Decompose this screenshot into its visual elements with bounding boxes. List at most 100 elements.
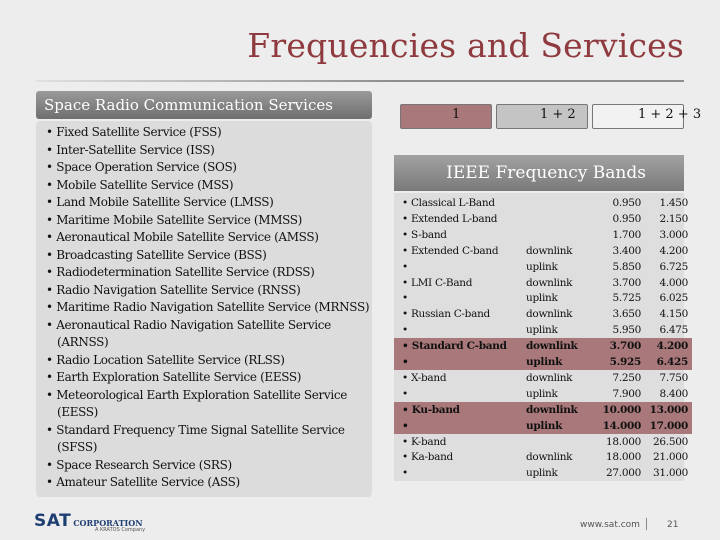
band-high-ghz: 31.000 bbox=[653, 467, 688, 480]
band-row: Ka-band downlink 18.000 21.000 bbox=[394, 450, 690, 466]
band-high-ghz: 6.025 bbox=[659, 292, 688, 305]
band-row: uplink 27.000 31.000 bbox=[394, 466, 690, 482]
band-low-ghz: 10.000 bbox=[602, 403, 642, 416]
band-low-ghz: 7.250 bbox=[612, 371, 641, 384]
service-item: Amateur Satellite Service (ASS) bbox=[46, 474, 371, 492]
service-item: Aeronautical Mobile Satellite Service (A… bbox=[46, 229, 371, 247]
band-row: Extended L-band 0.950 2.150 bbox=[394, 212, 690, 228]
band-row: LMI C-Band downlink 3.700 4.000 bbox=[394, 276, 690, 292]
slide-title: Frequencies and Services bbox=[247, 26, 684, 65]
band-low-ghz: 18.000 bbox=[606, 451, 641, 464]
band-link: downlink bbox=[526, 371, 573, 384]
band-row: uplink 5.725 6.025 bbox=[394, 291, 690, 307]
band-low-ghz: 14.000 bbox=[602, 419, 642, 432]
service-item: Maritime Mobile Satellite Service (MMSS) bbox=[46, 212, 371, 230]
service-item: Inter-Satellite Service (ISS) bbox=[46, 142, 371, 160]
band-row: uplink 7.900 8.400 bbox=[394, 387, 690, 403]
service-item: Radio Navigation Satellite Service (RNSS… bbox=[46, 282, 371, 300]
band-row: Extended C-band downlink 3.400 4.200 bbox=[394, 244, 690, 260]
sat-logo: SAT CORPORATION bbox=[34, 511, 143, 531]
band-link: uplink bbox=[526, 356, 563, 368]
band-row: X-band downlink 7.250 7.750 bbox=[394, 371, 690, 387]
band-row: Classical L-Band 0.950 1.450 bbox=[394, 196, 690, 212]
band-low-ghz: 3.400 bbox=[612, 244, 641, 257]
band-name bbox=[402, 355, 408, 370]
band-name: Ka-band bbox=[402, 450, 453, 465]
band-low-ghz: 27.000 bbox=[606, 467, 641, 480]
band-name bbox=[402, 323, 408, 338]
band-row: uplink 5.925 6.425 bbox=[394, 354, 692, 371]
band-row: S-band 1.700 3.000 bbox=[394, 228, 690, 244]
band-name bbox=[402, 466, 408, 481]
band-high-ghz: 13.000 bbox=[649, 403, 689, 416]
band-low-ghz: 0.950 bbox=[612, 197, 641, 209]
band-row: uplink 14.000 17.000 bbox=[394, 417, 692, 435]
band-high-ghz: 1.450 bbox=[659, 197, 688, 209]
service-item: Radio Location Satellite Service (RLSS) bbox=[46, 352, 371, 370]
band-low-ghz: 5.950 bbox=[612, 324, 641, 337]
band-low-ghz: 5.725 bbox=[612, 292, 641, 305]
band-name: Ku-band bbox=[402, 403, 460, 418]
band-high-ghz: 3.000 bbox=[659, 228, 688, 241]
band-row: K-band 18.000 26.500 bbox=[394, 435, 690, 451]
band-row: Russian C-band downlink 3.650 4.150 bbox=[394, 307, 690, 323]
band-row: uplink 5.950 6.475 bbox=[394, 323, 690, 339]
band-name bbox=[402, 387, 408, 402]
band-high-ghz: 21.000 bbox=[653, 451, 688, 464]
band-high-ghz: 6.425 bbox=[656, 356, 689, 368]
band-high-ghz: 7.750 bbox=[659, 371, 688, 384]
legend-swatch-1-2 bbox=[496, 104, 588, 129]
footer-url: www.sat.com bbox=[580, 520, 640, 530]
services-header: Space Radio Communication Services bbox=[36, 91, 372, 119]
band-high-ghz: 26.500 bbox=[653, 435, 688, 448]
band-high-ghz: 17.000 bbox=[649, 419, 689, 432]
band-low-ghz: 3.700 bbox=[612, 276, 641, 289]
legend-swatch-1-2-3 bbox=[592, 104, 684, 129]
title-divider bbox=[36, 80, 684, 82]
band-name: S-band bbox=[402, 228, 447, 243]
band-high-ghz: 4.150 bbox=[659, 308, 688, 321]
band-low-ghz: 0.950 bbox=[612, 212, 641, 225]
service-item: Meteorological Earth Exploration Satelli… bbox=[46, 387, 371, 422]
service-item: Mobile Satellite Service (MSS) bbox=[46, 177, 371, 195]
band-low-ghz: 7.900 bbox=[612, 387, 641, 400]
band-name bbox=[402, 291, 408, 306]
service-item: Aeronautical Radio Navigation Satellite … bbox=[46, 317, 371, 352]
band-link: downlink bbox=[526, 244, 573, 257]
band-low-ghz: 18.000 bbox=[606, 435, 641, 448]
band-link: downlink bbox=[526, 451, 573, 464]
band-name: K-band bbox=[402, 435, 447, 450]
band-high-ghz: 8.400 bbox=[659, 387, 688, 400]
band-high-ghz: 2.150 bbox=[659, 212, 688, 225]
band-low-ghz: 5.850 bbox=[612, 260, 641, 273]
logo-tagline: A KRATOS Company bbox=[95, 527, 146, 533]
band-name: Standard C-band bbox=[402, 339, 507, 354]
band-name bbox=[402, 419, 408, 434]
band-link: uplink bbox=[526, 467, 558, 480]
legend-label-1-2: 1 + 2 bbox=[540, 107, 576, 122]
band-name: Classical L-Band bbox=[402, 196, 495, 211]
band-row: Standard C-band downlink 3.700 4.200 bbox=[394, 338, 692, 355]
band-high-ghz: 6.475 bbox=[659, 324, 688, 337]
service-item: Standard Frequency Time Signal Satellite… bbox=[46, 422, 371, 457]
service-item: Maritime Radio Navigation Satellite Serv… bbox=[46, 299, 371, 317]
frequency-bands-header: IEEE Frequency Bands bbox=[394, 155, 684, 191]
band-name: X-band bbox=[402, 371, 447, 386]
band-name bbox=[402, 260, 408, 275]
band-link: downlink bbox=[526, 403, 578, 416]
service-item: Land Mobile Satellite Service (LMSS) bbox=[46, 194, 371, 212]
legend-swatch-1 bbox=[400, 104, 492, 129]
service-item: Fixed Satellite Service (FSS) bbox=[37, 124, 371, 142]
legend-label-1: 1 bbox=[452, 107, 461, 122]
band-link: uplink bbox=[526, 419, 563, 432]
band-link: uplink bbox=[526, 260, 558, 273]
legend-label-1-2-3: 1 + 2 + 3 bbox=[638, 107, 702, 122]
service-item: Space Research Service (SRS) bbox=[46, 457, 371, 475]
band-name: LMI C-Band bbox=[402, 276, 473, 291]
band-low-ghz: 5.925 bbox=[609, 356, 642, 368]
page-number: 21 bbox=[667, 520, 679, 530]
band-name: Extended L-band bbox=[402, 212, 498, 227]
band-link: uplink bbox=[526, 324, 558, 337]
band-link: uplink bbox=[526, 292, 558, 305]
band-low-ghz: 3.700 bbox=[609, 340, 642, 353]
